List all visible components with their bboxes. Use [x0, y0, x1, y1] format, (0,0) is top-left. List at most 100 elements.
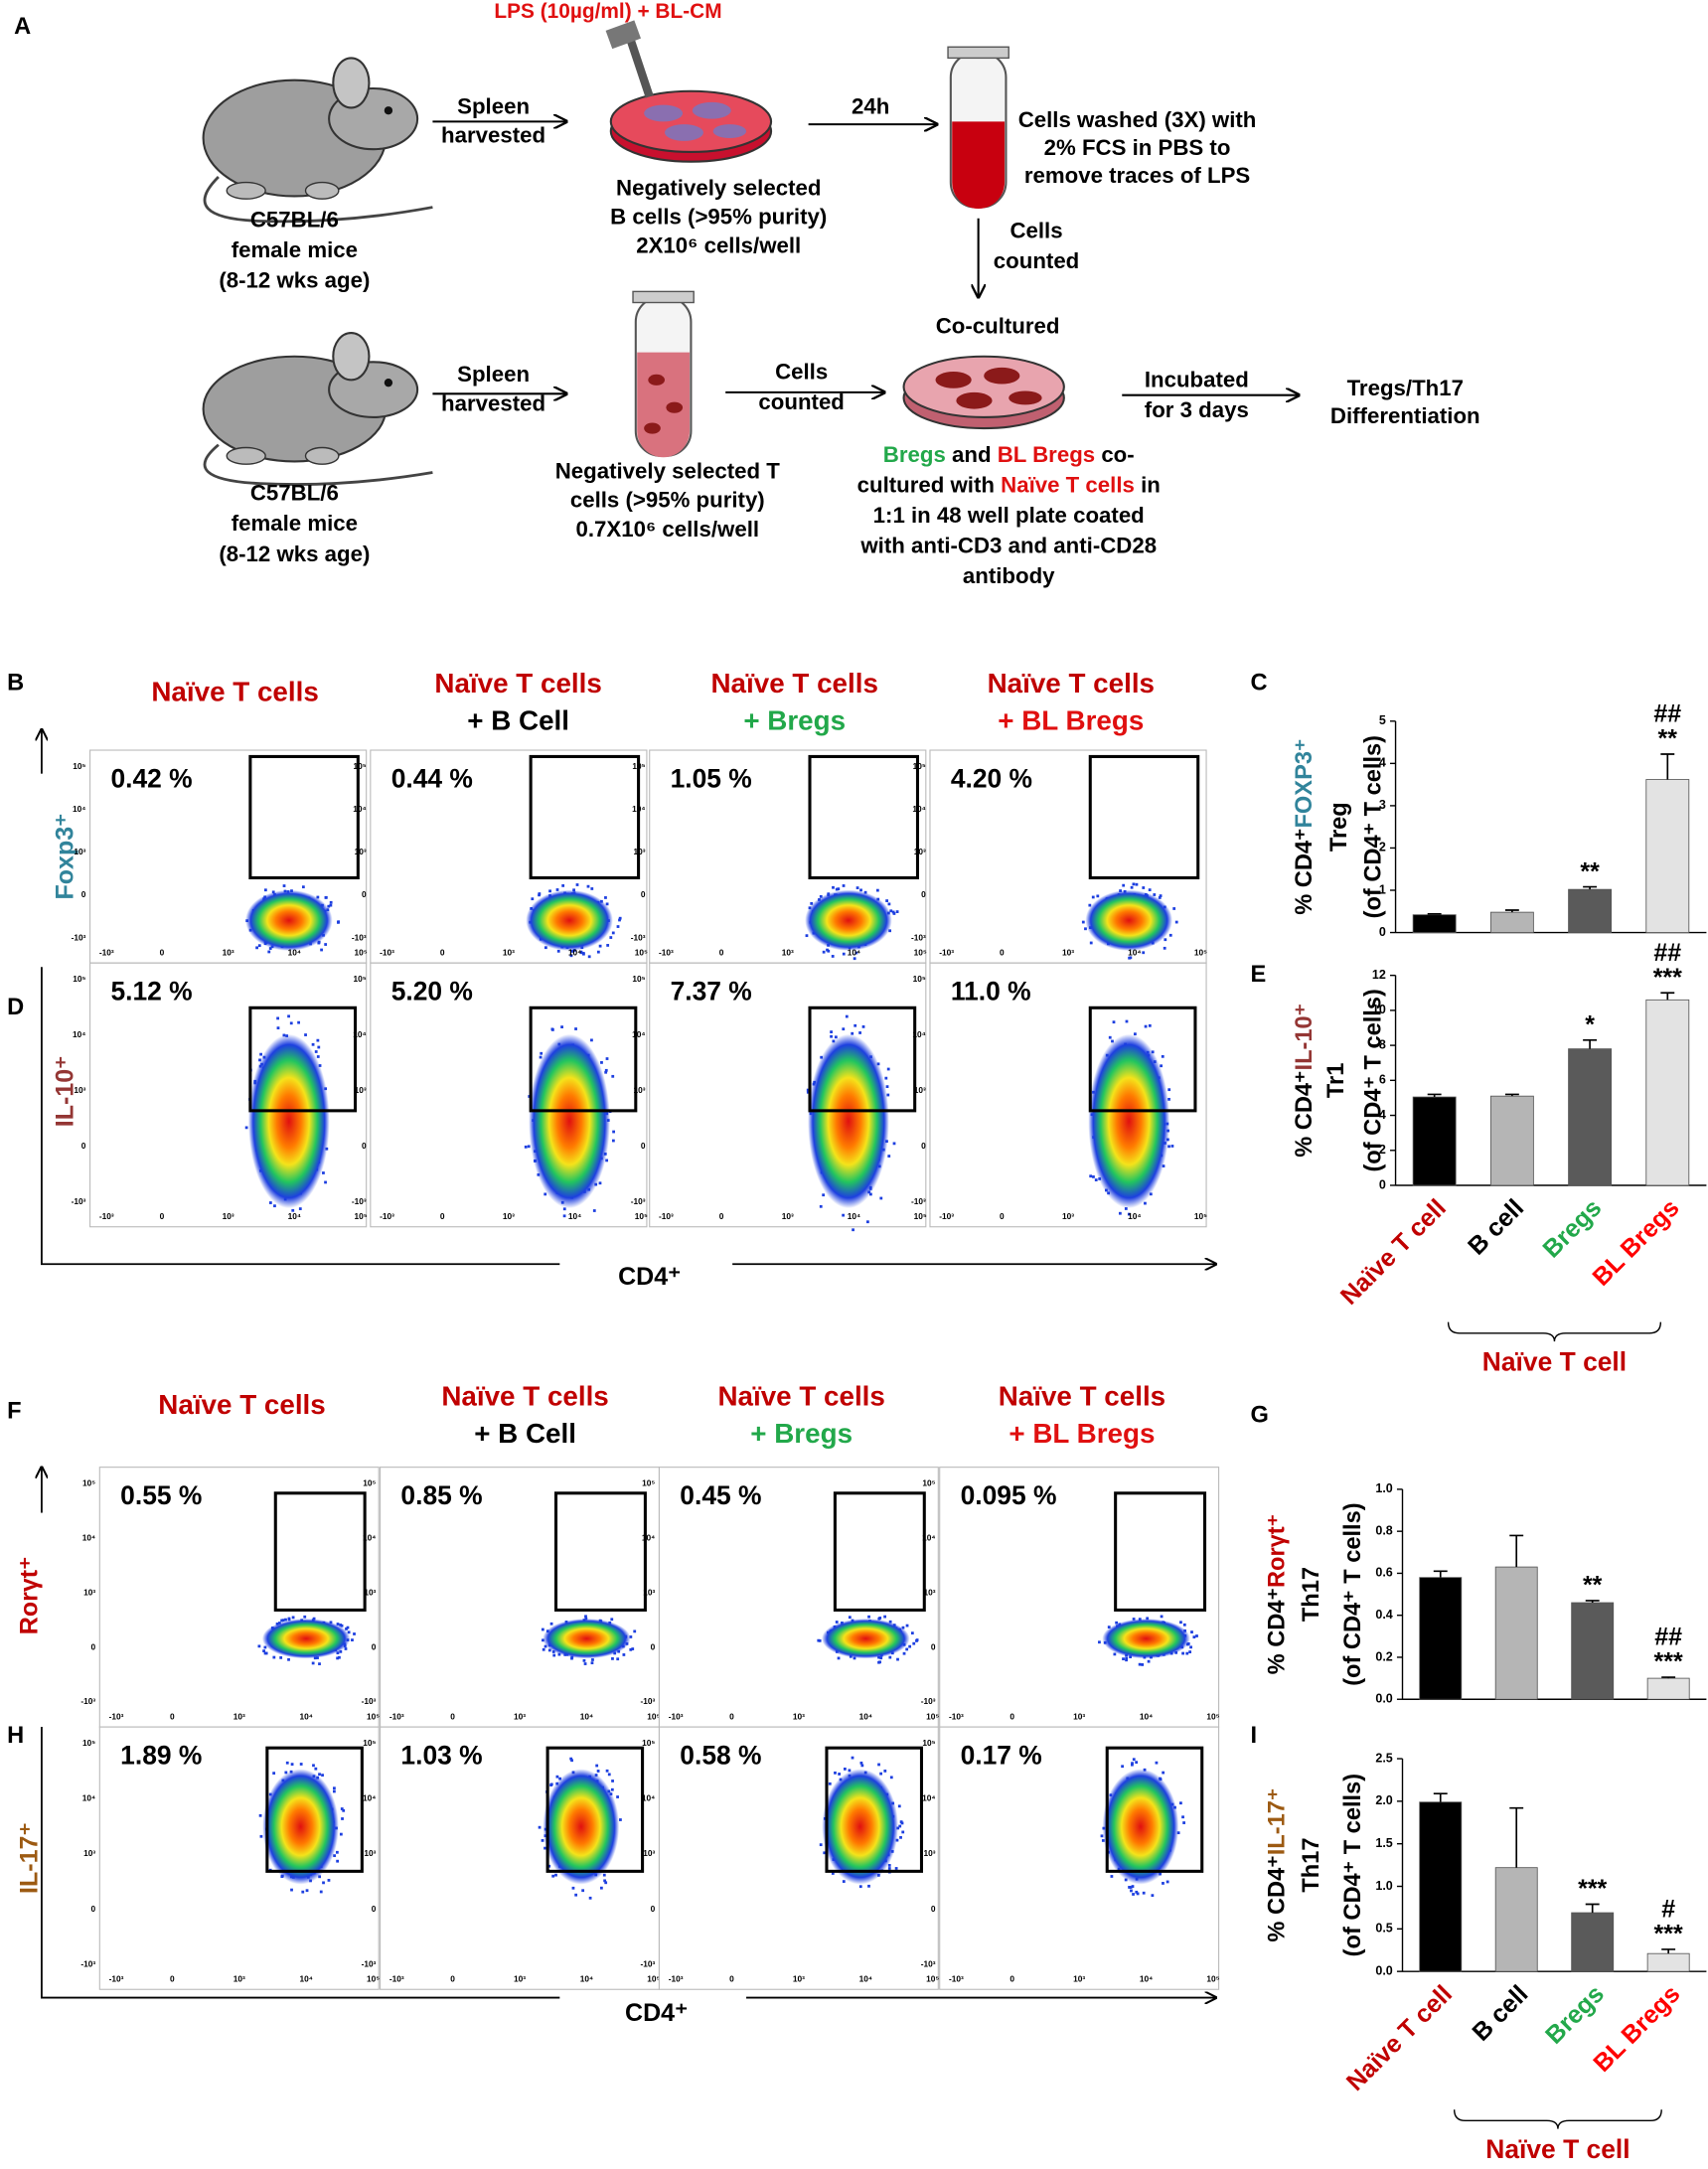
gate-percent: 1.05 %	[671, 764, 752, 794]
flow-event	[822, 950, 826, 954]
flow-event	[861, 1025, 865, 1028]
flow-event	[1167, 1145, 1170, 1149]
category-label: Bregs	[1537, 1194, 1607, 1264]
flow-event	[1190, 1630, 1193, 1633]
gate	[553, 1491, 647, 1612]
step-label: Spleen	[457, 362, 530, 387]
step-label: 24h	[852, 93, 889, 118]
gate	[265, 1746, 364, 1873]
gate	[1105, 1746, 1204, 1873]
flow-event	[257, 1644, 261, 1648]
y-axis-label: % CD4⁺IL-10⁺	[1292, 1004, 1318, 1158]
flow-y-tick: 10³	[364, 1587, 376, 1597]
flow-y-tick: 0	[921, 889, 926, 899]
flow-event	[838, 1773, 841, 1776]
flow-x-tick: 10⁵	[635, 1211, 648, 1221]
flow-event	[1124, 1207, 1128, 1210]
flow-event	[837, 887, 841, 891]
flow-x-tick: 10⁵	[1206, 1974, 1219, 1984]
gate-percent: 5.20 %	[391, 977, 473, 1007]
flow-x-tick: 10⁴	[580, 1974, 593, 1984]
flow-event	[1111, 1039, 1114, 1043]
treatment-label: LPS (10µg/ml) + BL-CM	[494, 0, 721, 23]
flow-event	[603, 1879, 607, 1883]
flow-y-tick: 0	[91, 1904, 96, 1914]
flow-y-tick: 10⁵	[363, 1478, 376, 1488]
flow-event	[611, 1657, 614, 1660]
column-header: + B Cell	[467, 705, 569, 736]
flow-event	[1098, 1640, 1101, 1644]
flow-y-tick: -10³	[911, 1196, 926, 1206]
flow-event	[579, 951, 583, 955]
flow-x-tick: 10⁵	[355, 1211, 368, 1221]
flow-event	[320, 948, 323, 952]
flow-event	[329, 900, 333, 904]
flow-event	[618, 916, 622, 920]
flow-event	[834, 1771, 837, 1775]
bar	[1494, 1867, 1538, 1972]
column-header: Naïve T cells	[717, 1380, 884, 1411]
flow-event	[851, 1031, 854, 1035]
flow-event	[842, 1027, 846, 1031]
y-axis-label-segment: Rorγt⁺	[1265, 1514, 1291, 1588]
flow-x-tick: 10⁴	[1140, 1974, 1153, 1984]
mouse-label: (8-12 wks age)	[219, 542, 370, 566]
flow-event	[1096, 894, 1100, 898]
gate-percent: 0.85 %	[400, 1480, 482, 1510]
flow-x-tick: 0	[1000, 948, 1005, 958]
flow-event	[336, 1656, 340, 1660]
flow-event	[590, 887, 594, 890]
flow-event	[291, 1208, 295, 1212]
y-tick-label: 1.5	[1375, 1836, 1392, 1850]
step-label: harvested	[441, 390, 545, 415]
gate	[273, 1491, 367, 1612]
flow-y-tick: 10⁵	[922, 1738, 935, 1748]
flow-event	[1131, 1885, 1135, 1888]
step-label: Cells	[1009, 218, 1062, 242]
flow-event	[574, 1027, 577, 1030]
y-tick-label: 0.0	[1375, 1963, 1392, 1977]
flow-event	[618, 918, 621, 922]
flow-event	[258, 1058, 261, 1062]
y-tick-label: 0.0	[1375, 1692, 1392, 1706]
flow-event	[879, 1656, 883, 1660]
flow-event	[290, 1763, 294, 1766]
flow-x-tick: -10³	[99, 948, 114, 958]
significance-mark: ##	[1653, 939, 1681, 967]
flow-event	[542, 1647, 545, 1651]
coculture-note-segment: with anti-CD3 and anti-CD28	[859, 533, 1157, 557]
y-axis-label-segment: % CD4⁺	[1292, 828, 1318, 914]
error-bar	[1660, 753, 1675, 780]
flow-event	[595, 1764, 599, 1768]
flow-event	[887, 1864, 891, 1867]
flow-event	[570, 950, 574, 953]
y-axis-label: (of CD4⁺ T cells)	[1361, 735, 1387, 918]
axis-label: CD4⁺	[618, 1263, 681, 1291]
flow-x-tick: 10⁴	[568, 1211, 581, 1221]
flow-event	[303, 1615, 307, 1619]
flow-event	[858, 1885, 862, 1889]
flow-event	[1127, 1212, 1131, 1216]
flow-event	[604, 1068, 608, 1072]
flow-x-tick: 10³	[782, 1211, 794, 1221]
gate-percent: 0.45 %	[680, 1480, 761, 1510]
flow-x-tick: 0	[450, 1712, 455, 1722]
flow-event	[287, 1617, 291, 1621]
flow-y-tick: 10⁵	[642, 1478, 655, 1488]
flow-y-tick: 0	[931, 1641, 936, 1651]
flow-y-tick: 10³	[923, 1587, 935, 1597]
flow-event	[837, 1656, 841, 1660]
flow-event	[622, 1653, 626, 1656]
flow-x-tick: 0	[1009, 1974, 1014, 1984]
density-cloud	[822, 1619, 910, 1659]
flow-event	[819, 894, 823, 898]
flow-event	[855, 886, 859, 889]
coculture-note: 1:1 in 48 well plate coated	[873, 503, 1145, 528]
gate-percent: 0.095 %	[961, 1480, 1057, 1510]
y-axis-label-segment: (of CD4⁺ T cells)	[1361, 735, 1387, 918]
flow-y-tick: 10⁴	[912, 1029, 925, 1039]
flow-event	[561, 884, 565, 887]
flow-event	[345, 1627, 348, 1630]
flow-event	[562, 1214, 566, 1218]
flow-event	[892, 912, 896, 915]
